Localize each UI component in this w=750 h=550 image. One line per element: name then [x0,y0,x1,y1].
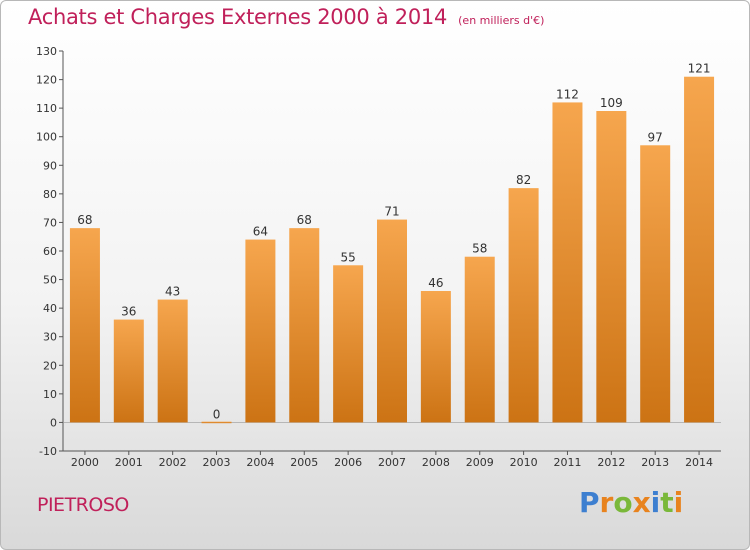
x-tick-label: 2004 [246,456,274,469]
value-label-2004: 64 [253,225,268,239]
value-label-2014: 121 [688,62,711,76]
logo-letter: P [579,486,600,519]
value-label-2003: 0 [213,407,221,421]
value-label-2005: 68 [297,213,312,227]
y-tick-label: 110 [36,102,57,115]
logo-letter: r [599,486,614,519]
x-tick-label: 2007 [378,456,406,469]
x-tick-label: 2000 [71,456,99,469]
y-tick-label: 0 [50,416,57,429]
title-row: Achats et Charges Externes 2000 à 2014 (… [28,5,544,29]
x-tick-label: 2011 [553,456,581,469]
bar-2008[interactable] [420,291,451,423]
x-tick-label: 2013 [641,456,669,469]
value-label-2013: 97 [648,130,663,144]
y-tick-label: 90 [43,159,57,172]
logo-letter: o [613,486,633,519]
value-label-2009: 58 [472,242,487,256]
value-label-2007: 71 [384,205,399,219]
value-label-2011: 112 [556,87,579,101]
value-label-2002: 43 [165,285,180,299]
chart-title: Achats et Charges Externes 2000 à 2014 [28,5,448,29]
logo-letter: t [660,486,674,519]
x-tick-label: 2008 [422,456,450,469]
bar-2014[interactable] [684,76,715,423]
bar-2006[interactable] [333,265,364,423]
bar-2005[interactable] [289,228,320,423]
x-tick-label: 2006 [334,456,362,469]
value-label-2000: 68 [77,213,92,227]
logo-letter: i [650,486,661,519]
bar-2010[interactable] [508,188,539,423]
value-label-2010: 82 [516,173,531,187]
proxiti-logo[interactable]: Proxiti [579,486,683,519]
y-tick-label: 30 [43,331,57,344]
x-tick-label: 2005 [290,456,318,469]
x-tick-label: 2001 [115,456,143,469]
value-labels-group: 68 36 43 0 64 68 55 71 46 58 82 112 109 97 121 [77,62,710,422]
bar-2003[interactable] [201,421,232,424]
value-label-2001: 36 [121,305,136,319]
x-tick-label: 2014 [685,456,713,469]
y-tick-label: -10 [39,445,57,458]
y-tick-label: 100 [36,131,57,144]
chart-subtitle: (en milliers d'€) [458,14,545,27]
x-tick-label: 2009 [466,456,494,469]
x-axis: 2000 2001 2002 2003 2004 2005 2006 2007 2008 2009… [63,422,721,469]
bar-2001[interactable] [113,319,144,423]
x-tick-label: 2003 [203,456,231,469]
bar-2013[interactable] [640,145,671,423]
y-tick-label: 70 [43,216,57,229]
value-label-2006: 55 [340,250,355,264]
bars-group [69,76,715,424]
bar-2009[interactable] [464,256,495,423]
bar-2011[interactable] [552,102,583,423]
x-tick-label: 2010 [510,456,538,469]
y-tick-label: 80 [43,188,57,201]
y-tick-label: 50 [43,274,57,287]
y-axis: -10 0 10 20 30 40 50 60 70 80 90 100 110 120 130 [36,45,64,458]
y-tick-label: 10 [43,388,57,401]
x-tick-label: 2002 [159,456,187,469]
y-tick-label: 60 [43,245,57,258]
y-tick-label: 20 [43,359,57,372]
bar-2002[interactable] [157,299,188,423]
y-tick-label: 130 [36,45,57,58]
logo-letter: i [673,486,684,519]
value-label-2012: 109 [600,96,623,110]
commune-name: PIETROSO [37,494,129,516]
logo-letter: x [632,486,651,519]
y-tick-label: 40 [43,302,57,315]
value-label-2008: 46 [428,276,443,290]
x-tick-label: 2012 [597,456,625,469]
bar-2007[interactable] [377,219,407,423]
bar-2000[interactable] [69,228,100,423]
y-tick-label: 120 [36,74,57,87]
bar-2004[interactable] [245,239,276,423]
bar-2012[interactable] [596,111,627,423]
